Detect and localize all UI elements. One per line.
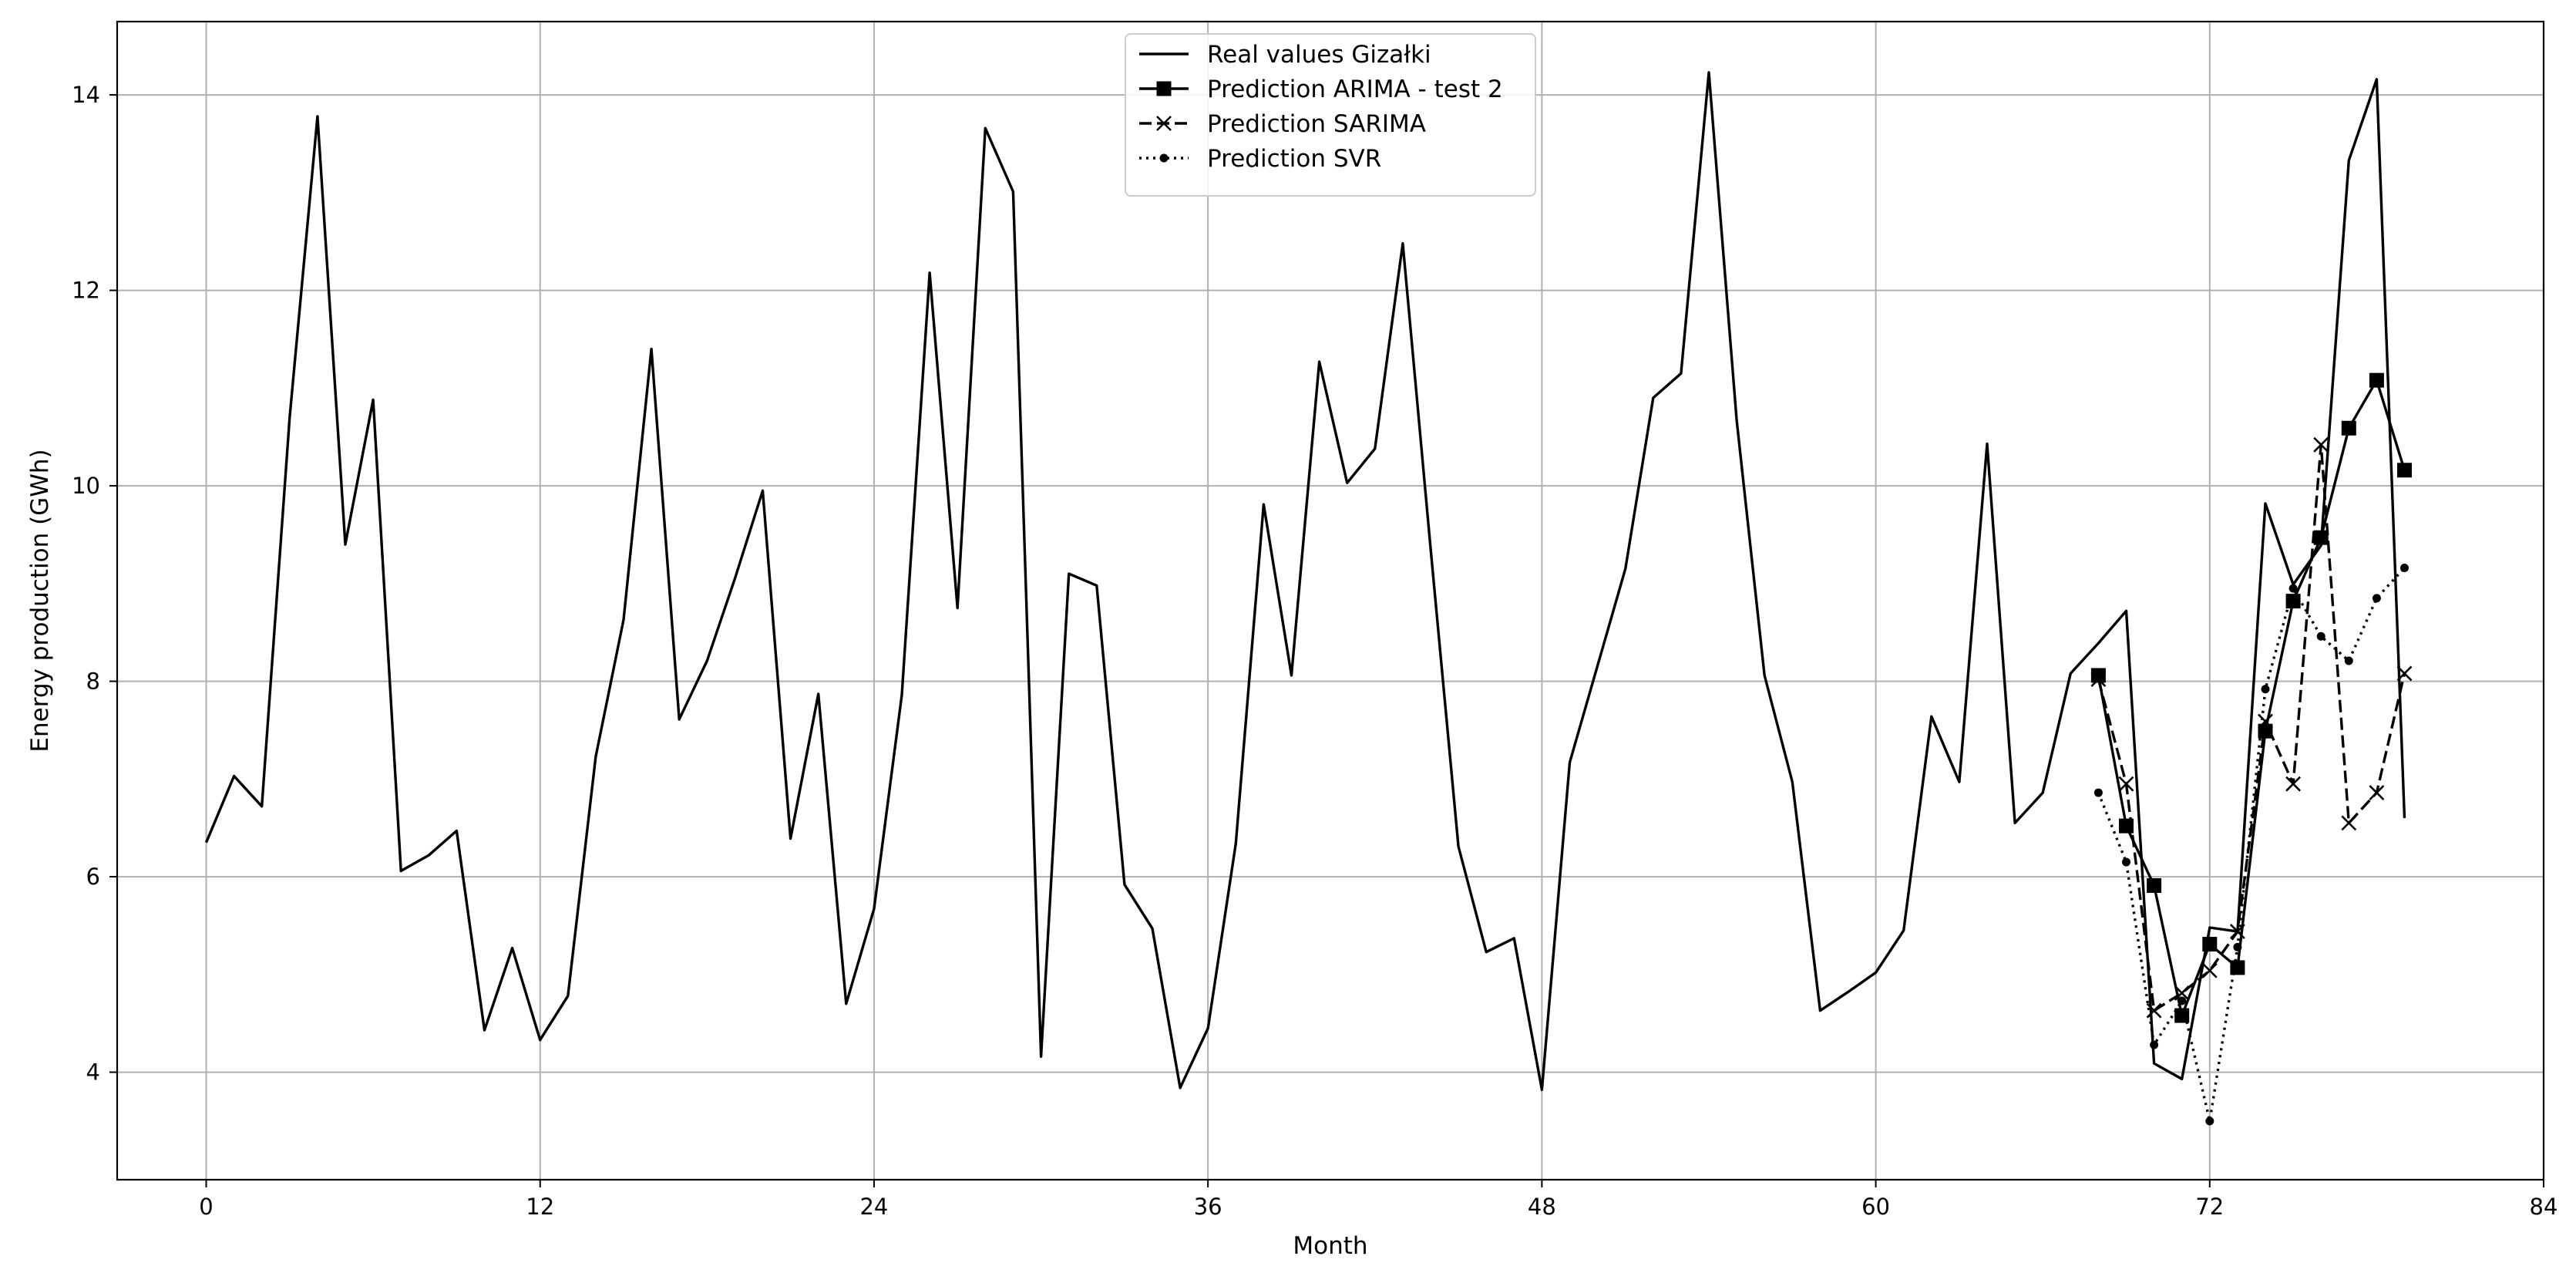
series-prediction-sarima — [2090, 436, 2413, 1019]
x-tick-label: 72 — [2195, 1194, 2224, 1220]
y-tick-label: 10 — [72, 473, 100, 499]
dot-marker — [2205, 1116, 2214, 1126]
x-marker — [2396, 665, 2413, 682]
y-tick-label: 4 — [86, 1059, 100, 1086]
dot-marker — [2177, 996, 2187, 1005]
y-tick-label: 8 — [86, 668, 100, 695]
legend-item: Prediction SVR — [1139, 145, 1381, 173]
square-marker — [1156, 81, 1172, 96]
x-tick-label: 12 — [526, 1194, 554, 1220]
legend-item: Real values Gizałki — [1139, 41, 1431, 69]
square-marker — [2396, 463, 2412, 478]
x-marker — [2118, 776, 2134, 792]
square-marker — [2230, 960, 2245, 975]
dot-marker — [2233, 942, 2242, 951]
legend-label: Prediction SARIMA — [1207, 110, 1426, 138]
square-marker — [2285, 594, 2301, 609]
y-axis-label: Energy production (GWh) — [26, 449, 54, 752]
x-tick-label: 60 — [1861, 1194, 1890, 1220]
x-marker — [2090, 672, 2107, 687]
legend-label: Real values Gizałki — [1207, 41, 1431, 69]
series-line — [204, 71, 2406, 1092]
legend-item: Prediction SARIMA — [1139, 110, 1426, 138]
square-marker — [2369, 372, 2384, 388]
legend-label: Prediction ARIMA - test 2 — [1207, 76, 1503, 103]
dot-marker — [2288, 584, 2298, 593]
x-marker — [2341, 815, 2357, 831]
dot-marker — [2316, 631, 2325, 641]
dot-marker — [1159, 153, 1169, 163]
series-prediction-svr — [2093, 564, 2409, 1126]
y-tick-label: 12 — [72, 278, 100, 304]
series-layer — [204, 71, 2413, 1126]
dot-marker — [2399, 564, 2409, 573]
series-real-values-giza-ki — [204, 71, 2406, 1092]
dot-marker — [2121, 857, 2130, 867]
dot-marker — [2372, 594, 2381, 603]
y-axis: 4 6 8 10 12 14 — [72, 82, 117, 1086]
square-marker — [2313, 530, 2329, 545]
square-marker — [2202, 937, 2218, 952]
square-marker — [2341, 420, 2356, 436]
dot-marker — [2093, 788, 2103, 797]
y-tick-label: 6 — [86, 864, 100, 890]
x-marker — [2201, 962, 2218, 978]
dot-marker — [2261, 685, 2270, 694]
x-marker — [2313, 436, 2329, 453]
x-marker — [2229, 924, 2245, 939]
legend-box — [1125, 33, 1536, 197]
x-tick-label: 48 — [1528, 1194, 1556, 1220]
legend: Real values Gizałki Prediction ARIMA - te… — [1125, 33, 1536, 197]
dot-marker — [2150, 1040, 2159, 1049]
x-marker — [1156, 116, 1172, 131]
x-marker — [2369, 785, 2385, 800]
x-axis-label: Month — [1293, 1232, 1367, 1260]
series-line — [2097, 379, 2406, 1017]
x-tick-label: 84 — [2530, 1194, 2558, 1220]
legend-label: Prediction SVR — [1207, 145, 1381, 173]
y-tick-label: 14 — [72, 82, 100, 108]
plot-frame — [116, 20, 2545, 1181]
dot-marker — [2344, 656, 2353, 665]
square-marker — [2174, 1008, 2190, 1023]
x-tick-label: 0 — [199, 1194, 213, 1220]
square-marker — [2147, 877, 2162, 893]
x-tick-label: 24 — [859, 1194, 888, 1220]
x-marker — [2174, 985, 2190, 1001]
x-axis: 0 12 24 36 48 60 72 84 — [199, 1180, 2558, 1220]
x-tick-label: 36 — [1194, 1194, 1222, 1220]
legend-item: Prediction ARIMA - test 2 — [1139, 76, 1503, 103]
x-marker — [2285, 776, 2302, 792]
series-prediction-arima-test-2 — [2090, 372, 2412, 1023]
